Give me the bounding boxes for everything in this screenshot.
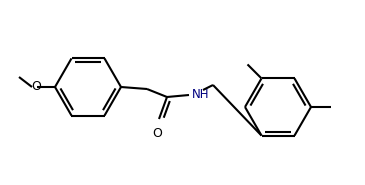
Text: O: O [31,80,41,93]
Text: O: O [152,127,162,140]
Text: NH: NH [192,88,210,100]
